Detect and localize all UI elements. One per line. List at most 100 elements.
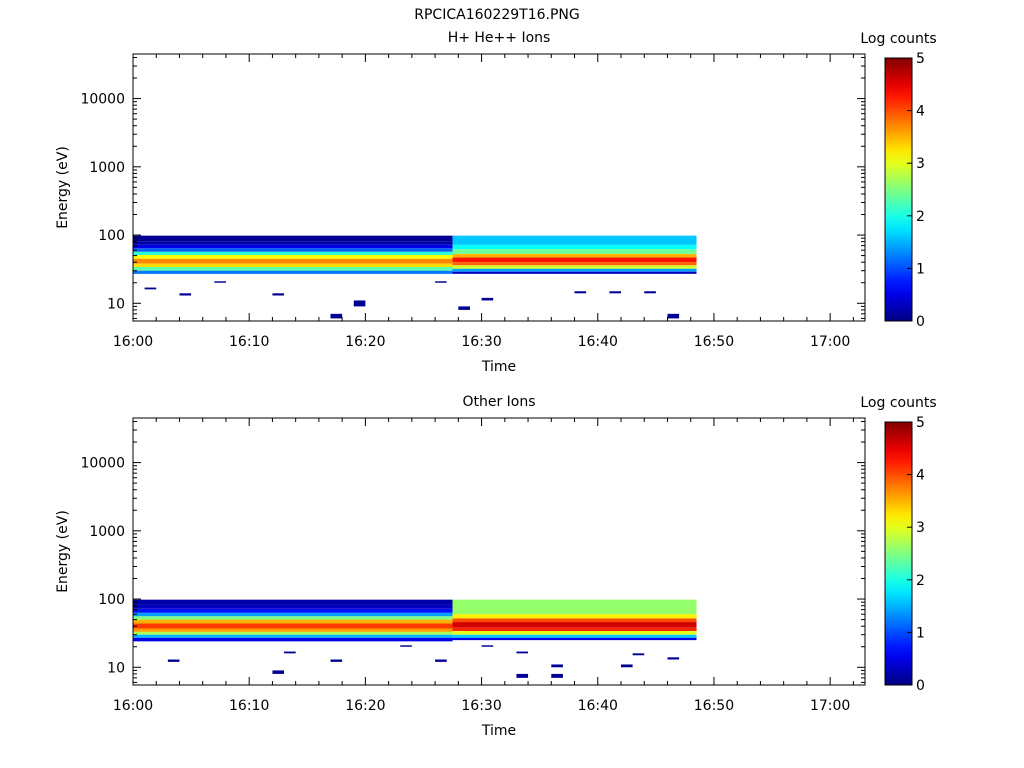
y-tick-label: 10000 bbox=[80, 92, 125, 108]
heatmap-cell bbox=[452, 637, 697, 641]
x-tick-label: 16:00 bbox=[113, 698, 153, 714]
x-tick-label: 16:40 bbox=[578, 334, 618, 350]
heatmap-cell bbox=[214, 281, 226, 283]
colorbar bbox=[884, 421, 913, 686]
heatmap-cell bbox=[133, 612, 453, 617]
heatmap-cell bbox=[353, 300, 366, 307]
x-axis-label: Time bbox=[481, 723, 516, 739]
x-tick-label: 16:30 bbox=[461, 334, 501, 350]
colorbar-tick-label: 1 bbox=[916, 625, 925, 641]
heatmap-cell bbox=[133, 235, 453, 242]
heatmap-cell bbox=[133, 244, 453, 249]
heatmap-cell bbox=[551, 673, 563, 678]
x-tick-label: 16:20 bbox=[345, 334, 385, 350]
heatmap-cell bbox=[667, 313, 680, 319]
colorbar-label: Log counts bbox=[860, 395, 936, 411]
x-tick-label: 16:40 bbox=[578, 698, 618, 714]
panel-1: 16:00 16:10 16:20 16:30 16:40 16:50 17:00 10 100… bbox=[55, 30, 937, 375]
heatmap-cell bbox=[179, 293, 192, 296]
x-tick-label: 16:00 bbox=[113, 334, 153, 350]
heatmap-cell bbox=[133, 637, 453, 642]
heatmap-cell bbox=[133, 631, 453, 635]
heatmap-cell bbox=[452, 614, 697, 619]
heatmap-cell bbox=[516, 673, 529, 678]
y-axis-label: Energy (eV) bbox=[55, 146, 71, 229]
colorbar-tick-label: 0 bbox=[916, 678, 925, 694]
heatmap-cell bbox=[133, 599, 453, 605]
heatmap-cell bbox=[144, 287, 157, 290]
panel-title: Other Ions bbox=[462, 394, 535, 410]
x-tick-label: 16:30 bbox=[461, 698, 501, 714]
x-tick-label: 17:00 bbox=[810, 698, 850, 714]
heatmap-cell bbox=[452, 271, 697, 274]
heatmap-cell bbox=[452, 622, 697, 628]
colorbar-tick-label: 4 bbox=[916, 468, 925, 484]
heatmap-cell bbox=[133, 634, 453, 638]
colorbar-tick-label: 3 bbox=[916, 156, 925, 172]
colorbar-tick-label: 0 bbox=[916, 314, 925, 330]
panel-2: 16:00 16:10 16:20 16:30 16:40 16:50 17:0010100… bbox=[55, 394, 937, 739]
x-tick-label: 16:20 bbox=[345, 698, 385, 714]
x-axis-label: Time bbox=[481, 359, 516, 375]
heatmap-cell bbox=[133, 616, 453, 620]
colorbar-tick-label: 3 bbox=[916, 520, 925, 536]
heatmap-cell bbox=[452, 262, 697, 266]
heatmap-cells bbox=[133, 599, 697, 678]
heatmap-cell bbox=[452, 253, 697, 258]
heatmap-cell bbox=[133, 258, 453, 264]
heatmap-cell bbox=[481, 297, 494, 301]
plot-frame bbox=[132, 53, 866, 322]
colorbar-tick-label: 5 bbox=[916, 51, 925, 67]
heatmap-cell bbox=[133, 604, 453, 609]
heatmap-cell bbox=[644, 291, 656, 294]
colorbar-label: Log counts bbox=[860, 31, 936, 47]
heatmap-cell bbox=[574, 291, 587, 294]
x-tick-label: 17:00 bbox=[810, 334, 850, 350]
heatmap-cell bbox=[133, 628, 453, 632]
heatmap-cell bbox=[330, 659, 343, 662]
heatmap-cell bbox=[133, 263, 453, 268]
heatmap-cell bbox=[452, 618, 697, 623]
heatmap-cell bbox=[272, 670, 285, 674]
heatmap-cell bbox=[133, 251, 453, 255]
heatmap-cell bbox=[667, 657, 680, 660]
heatmap-cell bbox=[516, 651, 529, 654]
y-tick-label: 10 bbox=[107, 296, 125, 312]
y-tick-label: 1000 bbox=[89, 160, 125, 176]
panel-title: H+ He++ Ions bbox=[448, 30, 551, 46]
heatmap-cell bbox=[452, 249, 697, 254]
heatmap-cell bbox=[452, 634, 697, 638]
heatmap-cell bbox=[167, 659, 180, 662]
heatmap-cell bbox=[452, 235, 697, 245]
y-tick-label: 1000 bbox=[89, 524, 125, 540]
heatmap-cell bbox=[551, 664, 563, 668]
heatmap-cells bbox=[133, 235, 697, 319]
y-axis-label: Energy (eV) bbox=[55, 510, 71, 593]
heatmap-cell bbox=[400, 645, 412, 647]
heatmap-cell bbox=[133, 241, 453, 245]
heatmap-cell bbox=[452, 627, 697, 632]
heatmap-cell bbox=[133, 267, 453, 271]
x-tick-label: 16:50 bbox=[694, 698, 734, 714]
heatmap-cell bbox=[452, 268, 697, 272]
colorbar-tick-label: 5 bbox=[916, 415, 925, 431]
y-tick-label: 100 bbox=[98, 228, 125, 244]
y-tick-label: 10000 bbox=[80, 456, 125, 472]
heatmap-cell bbox=[435, 281, 447, 283]
plot-frame bbox=[132, 417, 866, 686]
colorbar-tick-label: 2 bbox=[916, 573, 925, 589]
heatmap-cell bbox=[133, 623, 453, 629]
heatmap-cell bbox=[435, 659, 447, 662]
heatmap-cell bbox=[284, 651, 296, 654]
x-tick-label: 16:50 bbox=[694, 334, 734, 350]
colorbar bbox=[884, 57, 913, 322]
figure-title: RPCICA160229T16.PNG bbox=[414, 7, 579, 23]
heatmap-cell bbox=[452, 244, 697, 250]
x-tick-label: 16:10 bbox=[229, 334, 269, 350]
heatmap-cell bbox=[133, 255, 453, 259]
y-tick-label: 100 bbox=[98, 592, 125, 608]
heatmap-cell bbox=[133, 270, 453, 274]
heatmap-cell bbox=[621, 664, 633, 668]
heatmap-cell bbox=[133, 608, 453, 613]
